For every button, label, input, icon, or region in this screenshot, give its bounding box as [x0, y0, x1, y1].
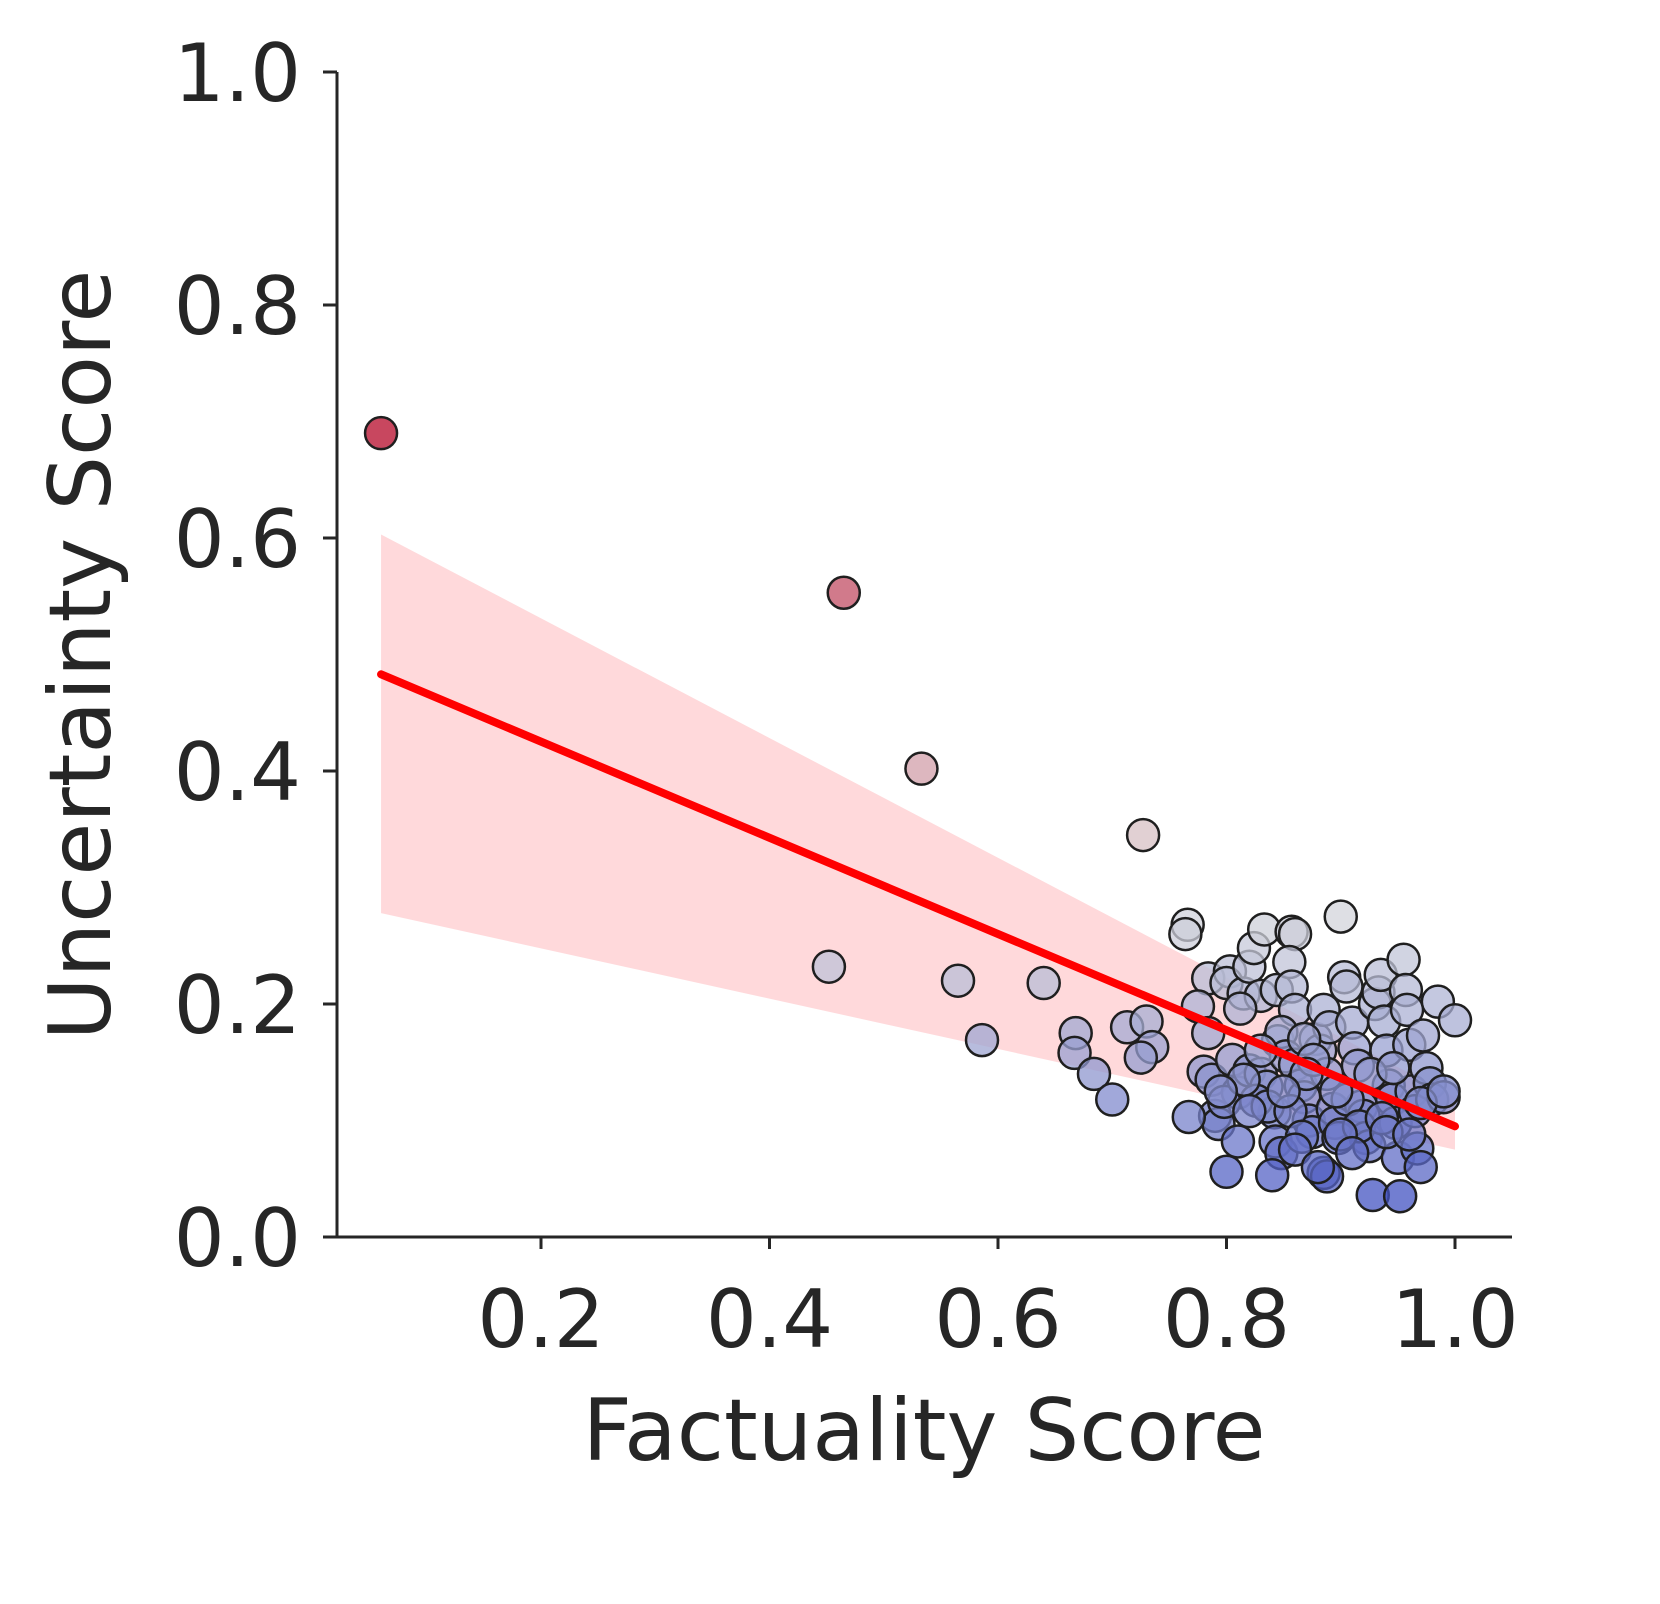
data-point [940, 963, 976, 998]
y-tick-label: 0.0 [174, 1192, 301, 1285]
data-point [1209, 1154, 1244, 1190]
x-tick-label: 0.2 [477, 1273, 604, 1366]
regression-line [377, 670, 1459, 1131]
data-point [1403, 1149, 1438, 1185]
data-point [1277, 1132, 1313, 1167]
y-axis-title: Uncertainty Score [31, 270, 131, 1041]
data-point [1426, 1074, 1461, 1109]
data-point [363, 415, 399, 451]
data-point [1203, 1074, 1239, 1109]
axes-layer [335, 72, 1512, 1239]
data-point [1382, 1178, 1418, 1214]
x-axis-title: Factuality Score [582, 1381, 1265, 1481]
data-point [1386, 942, 1421, 977]
data-point [1232, 1093, 1267, 1129]
data-point [1334, 1135, 1370, 1171]
data-point [1376, 1050, 1411, 1086]
regression-line-layer [377, 670, 1459, 1131]
data-point [964, 1022, 1000, 1058]
y-tick-label: 0.8 [174, 260, 301, 353]
data-point [1222, 991, 1258, 1026]
data-point [1168, 916, 1203, 952]
y-tick-label: 1.0 [174, 27, 301, 120]
data-point [1392, 1117, 1427, 1152]
data-point [1277, 916, 1313, 952]
data-point [1405, 1018, 1441, 1053]
data-point [826, 575, 862, 611]
x-tick-label: 0.8 [1163, 1273, 1290, 1366]
data-point [1266, 1074, 1301, 1109]
x-tick-label: 0.6 [934, 1273, 1061, 1366]
data-point [1123, 1040, 1159, 1075]
data-point [1323, 899, 1358, 934]
x-tick-label: 0.4 [706, 1273, 833, 1366]
y-tick-label: 0.4 [174, 726, 301, 819]
data-point [1125, 817, 1161, 853]
data-point [1437, 1003, 1473, 1038]
data-point [1076, 1056, 1112, 1092]
ticks-layer: 0.2 0.4 0.6 0.8 1.0 0.0 0.2 0.4 0.6 0.8 1.0 [174, 27, 1519, 1366]
data-point [1171, 1099, 1207, 1135]
data-point [1026, 965, 1061, 1001]
y-tick-label: 0.2 [174, 959, 301, 1052]
data-points-layer [363, 415, 1473, 1214]
y-tick-label: 0.6 [174, 493, 301, 586]
data-point [1300, 1149, 1336, 1185]
data-point [1057, 1035, 1092, 1071]
data-point [1254, 1158, 1290, 1193]
x-tick-label: 1.0 [1391, 1273, 1518, 1366]
data-point [811, 949, 847, 984]
data-point [1220, 1124, 1256, 1159]
data-point [1095, 1082, 1130, 1117]
data-point [1329, 969, 1364, 1004]
data-point [904, 751, 939, 786]
